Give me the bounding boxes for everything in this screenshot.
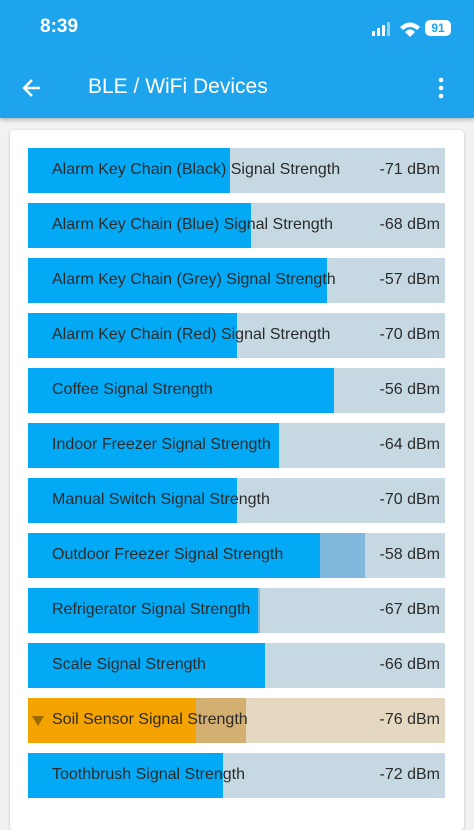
device-value: -71 dBm: [379, 161, 440, 178]
device-label: Alarm Key Chain (Black) Signal Strength: [52, 161, 341, 178]
device-label: Alarm Key Chain (Red) Signal Strength: [52, 326, 331, 343]
device-row[interactable]: Alarm Key Chain (Red) Signal Strength -70…: [28, 313, 445, 358]
warning-icon: [32, 716, 44, 726]
device-value: -68 dBm: [379, 216, 440, 233]
device-value: -58 dBm: [379, 546, 440, 563]
device-row[interactable]: Manual Switch Signal Strength -70 dBm: [28, 478, 445, 523]
device-label: Alarm Key Chain (Blue) Signal Strength: [52, 216, 334, 233]
device-value: -70 dBm: [379, 491, 440, 508]
device-row[interactable]: Refrigerator Signal Strength -67 dBm: [28, 588, 445, 633]
page-title: BLE / WiFi Devices: [88, 75, 268, 98]
device-value: -67 dBm: [379, 601, 440, 618]
device-row[interactable]: Scale Signal Strength -66 dBm: [28, 643, 445, 688]
device-label: Indoor Freezer Signal Strength: [52, 436, 271, 453]
device-value: -64 dBm: [379, 436, 440, 453]
device-label: Toothbrush Signal Strength: [52, 766, 246, 783]
device-row[interactable]: Coffee Signal Strength -56 dBm: [28, 368, 445, 413]
device-label: Refrigerator Signal Strength: [52, 601, 251, 618]
battery: 91: [425, 20, 451, 36]
device-value: -76 dBm: [379, 711, 440, 728]
device-row[interactable]: Indoor Freezer Signal Strength -64 dBm: [28, 423, 445, 468]
app-bar: 8:39 91 BLE / WiFi Devices: [0, 0, 474, 118]
status-time: 8:39: [40, 16, 79, 37]
device-value: -56 dBm: [379, 381, 440, 398]
device-value: -72 dBm: [379, 766, 440, 783]
device-row[interactable]: Alarm Key Chain (Black) Signal Strength -…: [28, 148, 445, 193]
device-value: -57 dBm: [379, 271, 440, 288]
device-row[interactable]: Outdoor Freezer Signal Strength -58 dBm: [28, 533, 445, 578]
device-row[interactable]: Alarm Key Chain (Blue) Signal Strength -6…: [28, 203, 445, 248]
status-icons: [372, 22, 420, 37]
device-label: Soil Sensor Signal Strength: [52, 711, 248, 728]
device-row[interactable]: Alarm Key Chain (Grey) Signal Strength -5…: [28, 258, 445, 303]
device-label: Alarm Key Chain (Grey) Signal Strength: [52, 271, 336, 288]
device-label: Scale Signal Strength: [52, 656, 206, 673]
device-label: Manual Switch Signal Strength: [52, 491, 270, 508]
device-label: Outdoor Freezer Signal Strength: [52, 546, 284, 563]
menu-button[interactable]: [436, 76, 446, 100]
device-row[interactable]: Soil Sensor Signal Strength -76 dBm: [28, 698, 445, 743]
device-row[interactable]: Toothbrush Signal Strength -72 dBm: [28, 753, 445, 798]
back-button[interactable]: [20, 76, 44, 100]
device-value: -66 dBm: [379, 656, 440, 673]
device-label: Coffee Signal Strength: [52, 381, 213, 398]
device-value: -70 dBm: [379, 326, 440, 343]
